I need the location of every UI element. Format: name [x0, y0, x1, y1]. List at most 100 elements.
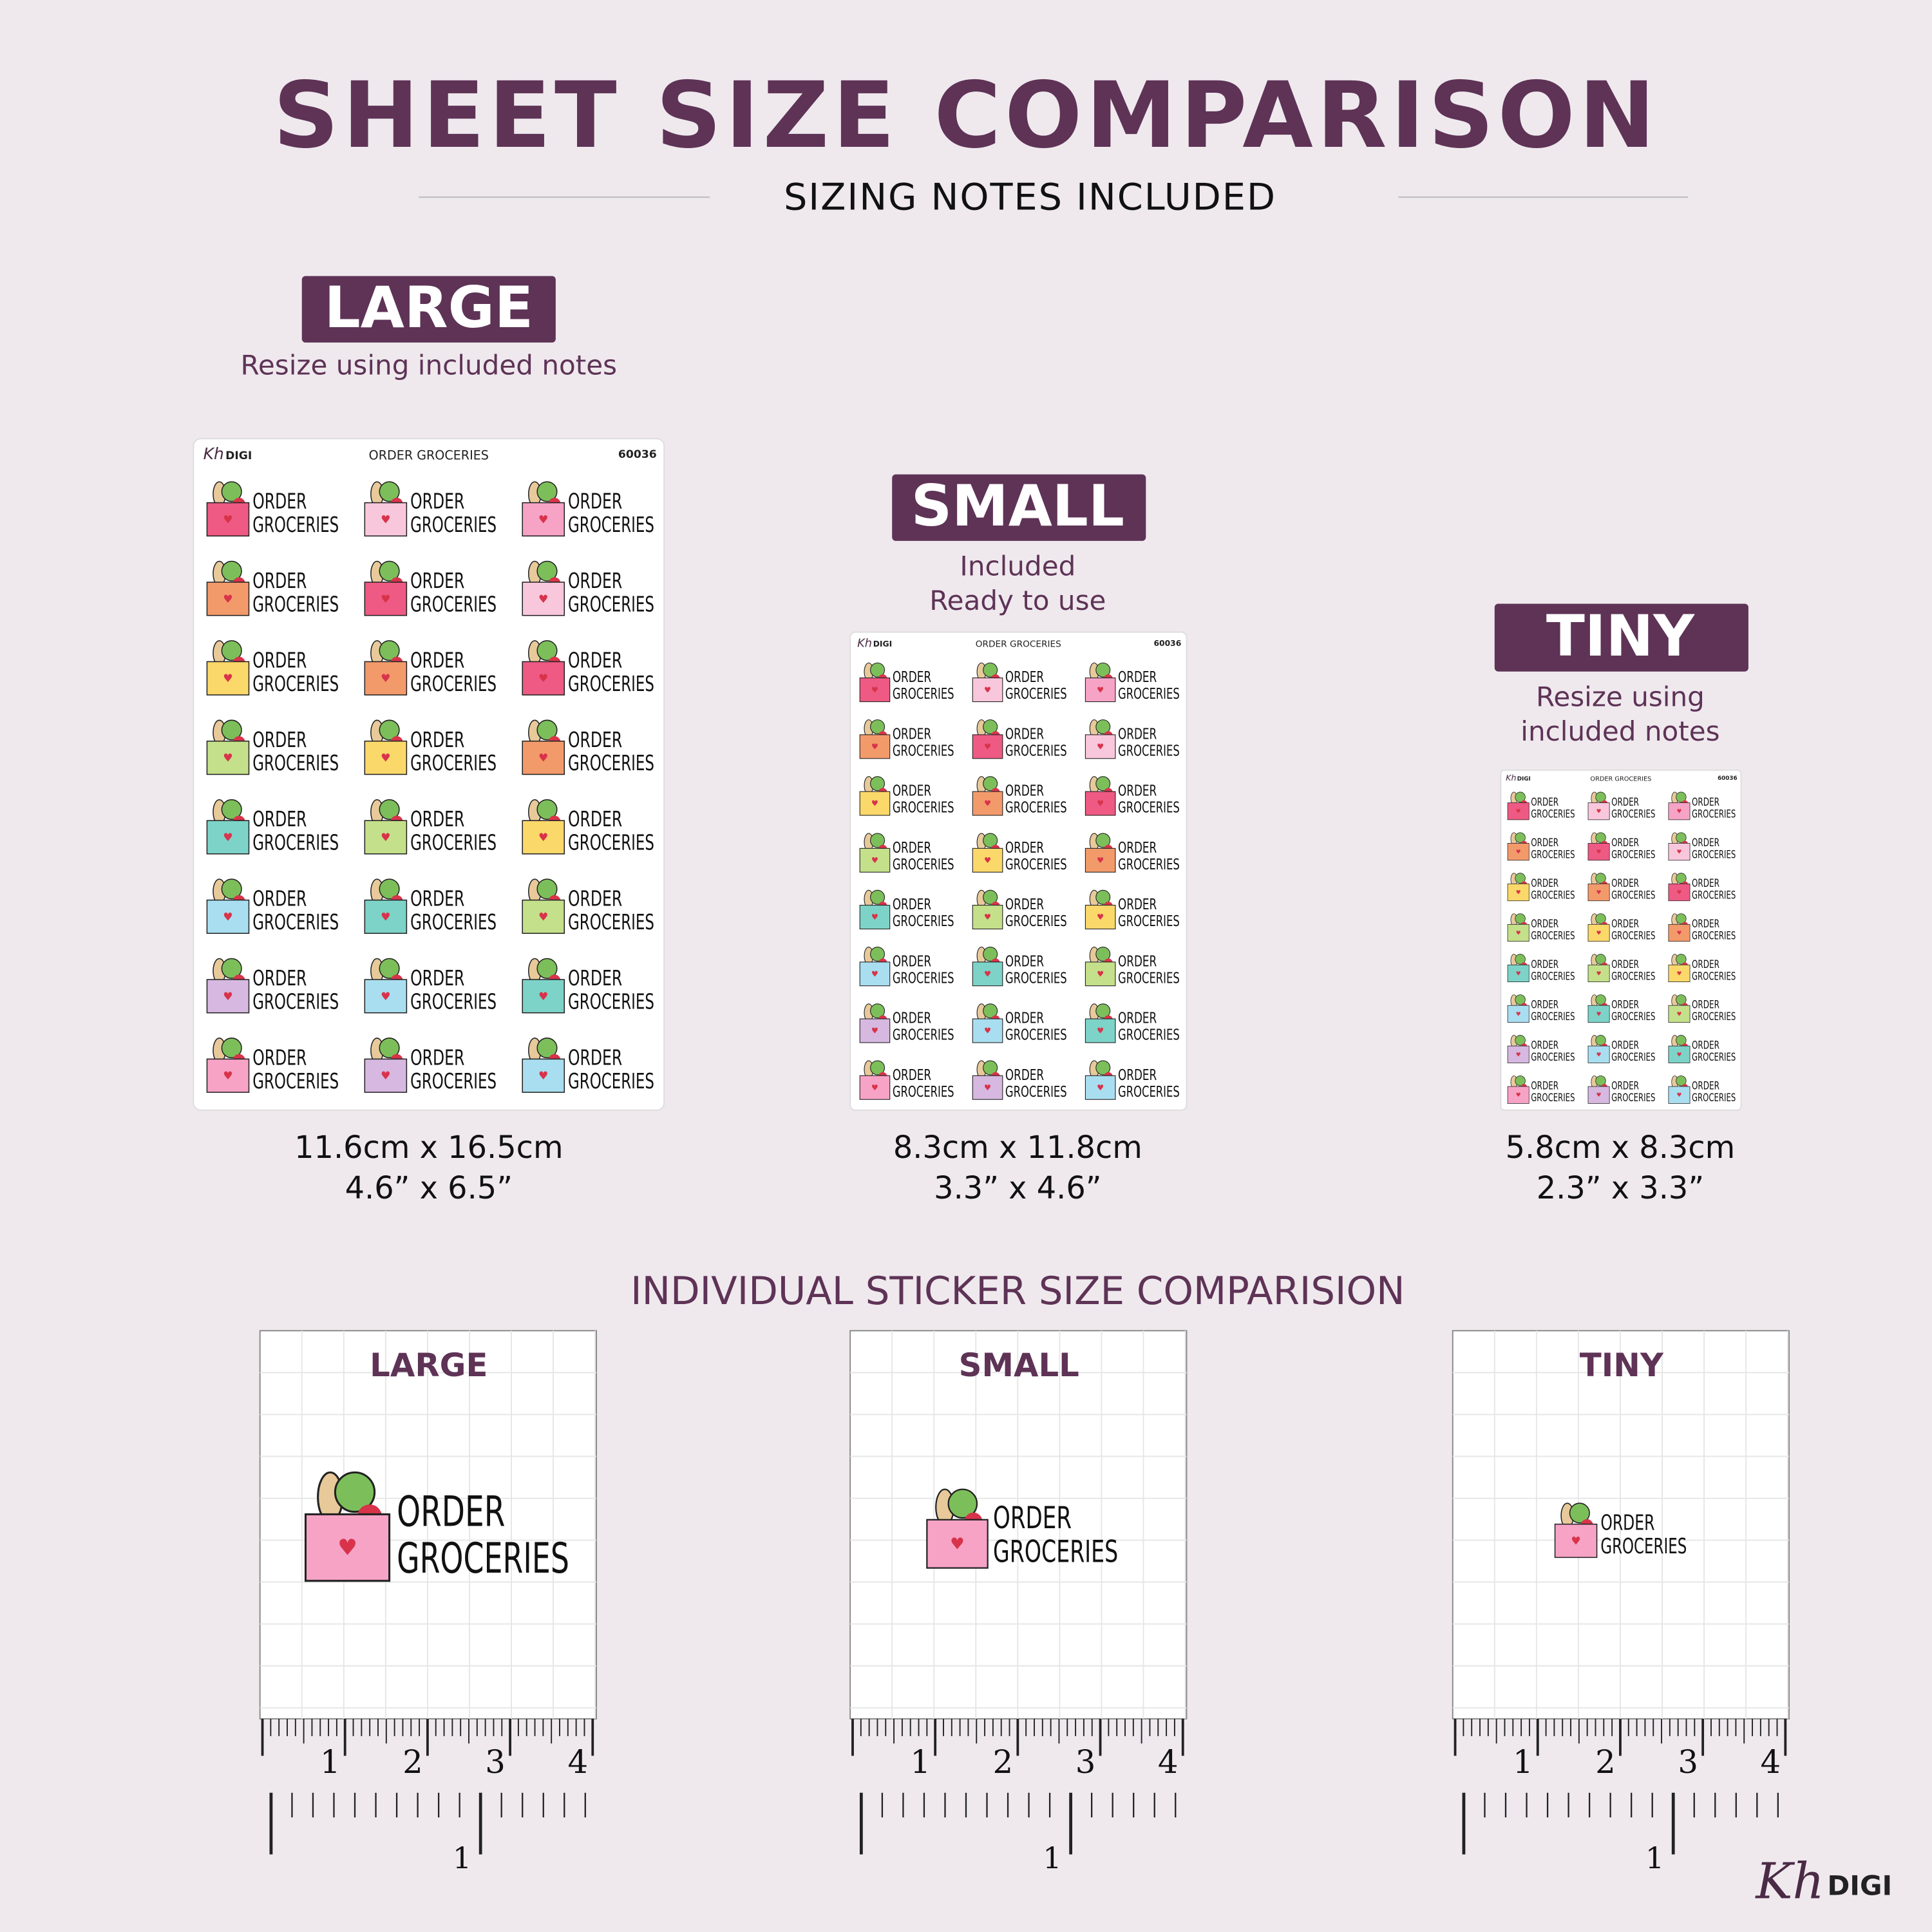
sticker-text: GROCERIES [410, 672, 497, 696]
sticker-text: ORDER [410, 648, 464, 672]
size-note: Included [960, 551, 1075, 582]
sticker-text: GROCERIES [568, 831, 654, 855]
sticker-text: GROCERIES [893, 685, 954, 703]
heart: ♥ [1516, 1092, 1521, 1099]
greens [1595, 1035, 1606, 1046]
bag [972, 791, 1003, 816]
greens [379, 640, 400, 661]
bag [1084, 1075, 1116, 1100]
comparison-panel: TINY [1452, 1330, 1790, 1719]
sticker-text: GROCERIES [252, 831, 339, 855]
bag [972, 734, 1003, 759]
greens [1095, 947, 1111, 961]
sticker-text: ORDER [568, 569, 622, 593]
heart: ♥ [984, 685, 991, 694]
bag [364, 741, 408, 775]
sticker-text: GROCERIES [1118, 1083, 1180, 1101]
sticker-text: ORDER [568, 1045, 622, 1070]
sticker-text: GROCERIES [252, 910, 339, 934]
bag [1084, 677, 1116, 703]
heart: ♥ [337, 1535, 357, 1560]
heart: ♥ [1516, 890, 1521, 896]
bag [972, 677, 1003, 703]
sheet-name: ORDER GROCERIES [369, 448, 489, 462]
heart: ♥ [984, 856, 991, 865]
sticker-text: ORDER [410, 1045, 464, 1070]
sticker-text: GROCERIES [893, 1027, 954, 1044]
greens [221, 719, 242, 741]
sticker-text: GROCERIES [1005, 913, 1067, 930]
bag [1587, 802, 1610, 820]
subtitle: SIZING NOTES INCLUDED [784, 176, 1276, 219]
greens [1095, 776, 1111, 791]
bag [972, 848, 1003, 873]
greens [1515, 791, 1526, 802]
greens [1676, 1035, 1687, 1046]
greens [870, 776, 886, 791]
bag [522, 661, 565, 696]
bag [859, 848, 891, 873]
sticker-text: GROCERIES [568, 1069, 654, 1094]
sticker-text: GROCERIES [1611, 1010, 1655, 1023]
heart: ♥ [538, 752, 548, 765]
greens [1676, 913, 1687, 924]
sticker-text: ORDER [1118, 896, 1157, 913]
sticker-text: GROCERIES [1005, 742, 1067, 759]
size-badge [892, 474, 1146, 541]
heart: ♥ [1516, 931, 1521, 937]
sheet-dimensions: 4.6” x 6.5” [345, 1171, 513, 1206]
logo-kh: Kh [1754, 1853, 1824, 1910]
greens [1095, 833, 1111, 848]
sticker-text: ORDER [893, 782, 931, 800]
sticker-text: GROCERIES [893, 856, 954, 873]
greens [536, 560, 558, 582]
sticker-text: ORDER [568, 648, 622, 672]
greens [379, 719, 400, 741]
sticker-text: ORDER [410, 569, 464, 593]
sticker-text: ORDER [893, 839, 931, 857]
sheet-code: 60036 [1718, 775, 1737, 782]
bag [1507, 964, 1530, 983]
sticker-text: GROCERIES [410, 592, 497, 616]
greens [1676, 954, 1687, 965]
sticker-text: GROCERIES [252, 672, 339, 696]
bag [1668, 1086, 1690, 1104]
sticker-text: GROCERIES [1692, 1010, 1736, 1023]
greens [221, 1037, 242, 1059]
sticker-text: ORDER [1005, 725, 1044, 743]
bag [1668, 964, 1690, 983]
sticker-text: GROCERIES [1611, 970, 1655, 982]
greens [379, 958, 400, 979]
bag [522, 1058, 565, 1093]
sheet-dimensions: 3.3” x 4.6” [934, 1171, 1101, 1206]
sticker-text: ORDER [1692, 1080, 1719, 1092]
size-label: LARGE [325, 274, 533, 341]
sticker-text: GROCERIES [1531, 849, 1575, 861]
bag [1507, 843, 1530, 861]
heart: ♥ [381, 513, 390, 526]
heart: ♥ [1516, 1011, 1521, 1018]
bag [859, 961, 891, 987]
greens [870, 1060, 886, 1075]
heart: ♥ [223, 593, 232, 606]
sticker-text: ORDER [1005, 839, 1044, 857]
sticker-text: GROCERIES [568, 672, 654, 696]
heart: ♥ [1516, 849, 1521, 856]
heart: ♥ [984, 1083, 991, 1092]
